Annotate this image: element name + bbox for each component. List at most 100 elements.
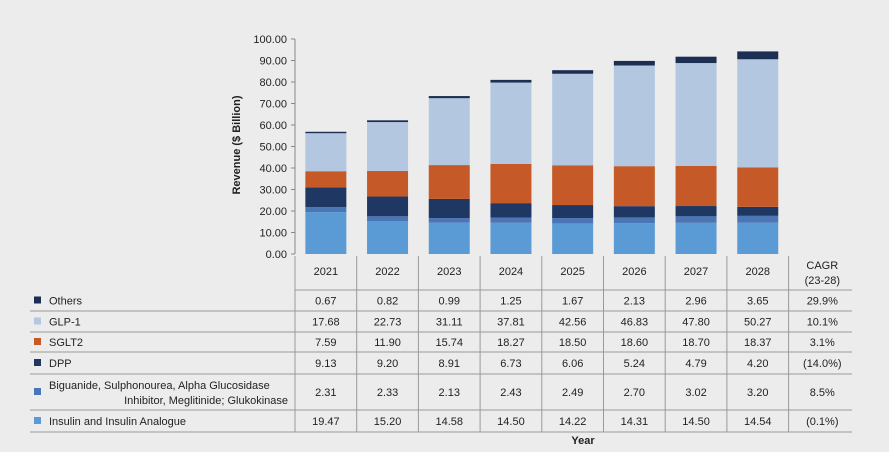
- data-label: 1.67: [562, 296, 583, 308]
- data-label: 2.70: [624, 387, 645, 399]
- data-label: 2.13: [624, 296, 645, 308]
- bar-segment: [428, 98, 470, 166]
- data-label: 3.02: [685, 387, 706, 399]
- y-tick-label: 80.00: [259, 77, 287, 89]
- data-label: 2.33: [377, 387, 398, 399]
- bar-segment: [675, 56, 717, 64]
- y-tick-label: 60.00: [259, 120, 287, 132]
- bar-segment: [675, 216, 717, 223]
- data-label: 11.90: [374, 337, 401, 349]
- data-label: 19.47: [312, 416, 340, 428]
- bar-segment: [305, 131, 347, 134]
- bar-segment: [613, 60, 655, 66]
- cagr-value: 10.1%: [807, 317, 838, 329]
- data-label: 5.24: [624, 358, 645, 370]
- legend-swatch: [34, 417, 41, 424]
- data-label: 18.70: [682, 337, 710, 349]
- bar-segment: [737, 59, 779, 168]
- y-axis-label: Revenue ($ Billion): [231, 95, 243, 194]
- bar-segment: [490, 217, 532, 223]
- bar-segment: [428, 96, 470, 99]
- data-label: 9.13: [315, 358, 336, 370]
- x-tick-label: 2027: [684, 266, 708, 278]
- bar-segment: [490, 79, 532, 83]
- data-label: 17.68: [312, 317, 340, 329]
- bar-segment: [305, 187, 347, 208]
- data-table: 2021 2022 2023 2024 2025 2026 2027 2028 CAGR (23-…: [30, 256, 852, 433]
- data-label: 14.22: [559, 416, 587, 428]
- data-label: 8.91: [439, 358, 460, 370]
- cagr-value: 3.1%: [810, 337, 835, 349]
- bar-segment: [428, 218, 470, 223]
- x-tick-label: 2026: [622, 266, 646, 278]
- bar-segment: [305, 171, 347, 188]
- bar-segment: [552, 70, 594, 74]
- legend-label: GLP-1: [49, 317, 81, 329]
- plot-area: 0.00 10.00 20.00 30.00 40.00 50.00 60.00 70.00 8…: [253, 34, 779, 261]
- data-label: 18.50: [559, 337, 587, 349]
- data-label: 1.25: [500, 296, 521, 308]
- bar-segment: [552, 223, 594, 254]
- bar-segment: [613, 166, 655, 207]
- cagr-value: (0.1%): [806, 416, 838, 428]
- data-label: 50.27: [744, 317, 772, 329]
- data-label: 14.31: [621, 416, 649, 428]
- x-tick-label: 2023: [437, 266, 461, 278]
- y-tick-label: 70.00: [259, 99, 287, 111]
- data-label: 31.11: [436, 317, 463, 329]
- y-tick-label: 50.00: [259, 142, 287, 154]
- cagr-value: 29.9%: [807, 296, 838, 308]
- data-label: 4.20: [747, 358, 768, 370]
- bar-segment: [428, 222, 470, 254]
- bar-segment: [490, 163, 532, 204]
- x-tick-label: 2021: [314, 266, 338, 278]
- bar-segment: [490, 203, 532, 218]
- data-label: 2.49: [562, 387, 583, 399]
- bar-segment: [428, 198, 470, 219]
- data-label: 22.73: [374, 317, 402, 329]
- legend-swatch: [34, 388, 41, 395]
- legend-label: Biguanide, Sulphonourea, Alpha Glucosida…: [49, 380, 270, 392]
- y-tick-label: 90.00: [259, 56, 287, 68]
- bar-segment: [305, 133, 347, 172]
- y-tick-label: 100.00: [253, 34, 287, 46]
- y-tick-label: 0.00: [266, 249, 287, 261]
- bar-segment: [675, 206, 717, 217]
- bar-segment: [367, 216, 409, 222]
- y-tick-label: 30.00: [259, 185, 287, 197]
- bar-segment: [305, 207, 347, 213]
- bar-segment: [613, 217, 655, 224]
- data-label: 14.58: [435, 416, 463, 428]
- data-label: 2.31: [315, 387, 336, 399]
- bar-segment: [737, 215, 779, 223]
- data-label: 6.06: [562, 358, 583, 370]
- y-tick-label: 10.00: [259, 228, 287, 240]
- cagr-value: (14.0%): [803, 358, 842, 370]
- legend-swatch: [34, 359, 41, 366]
- bar-segment: [613, 223, 655, 254]
- bar-segment: [737, 167, 779, 207]
- bar-segment: [490, 222, 532, 254]
- x-tick-label: 2025: [560, 266, 584, 278]
- data-label: 15.74: [435, 337, 463, 349]
- legend-label: DPP: [49, 358, 72, 370]
- bar-segment: [737, 206, 779, 216]
- bar-segment: [737, 51, 779, 60]
- bar-segment: [367, 122, 409, 171]
- legend-label: Others: [49, 296, 83, 308]
- data-label: 46.83: [621, 317, 649, 329]
- data-label: 18.37: [744, 337, 772, 349]
- bar-segment: [552, 218, 594, 224]
- bar-segment: [613, 206, 655, 218]
- data-label: 2.43: [500, 387, 521, 399]
- bar-segment: [675, 222, 717, 254]
- bar-segment: [367, 196, 409, 217]
- bar-segment: [737, 222, 779, 254]
- data-label: 42.56: [559, 317, 587, 329]
- data-label: 14.54: [744, 416, 772, 428]
- bar-segment: [367, 120, 409, 123]
- x-tick-label: 2022: [375, 266, 399, 278]
- y-tick-label: 20.00: [259, 206, 287, 218]
- x-axis-label: Year: [571, 435, 595, 447]
